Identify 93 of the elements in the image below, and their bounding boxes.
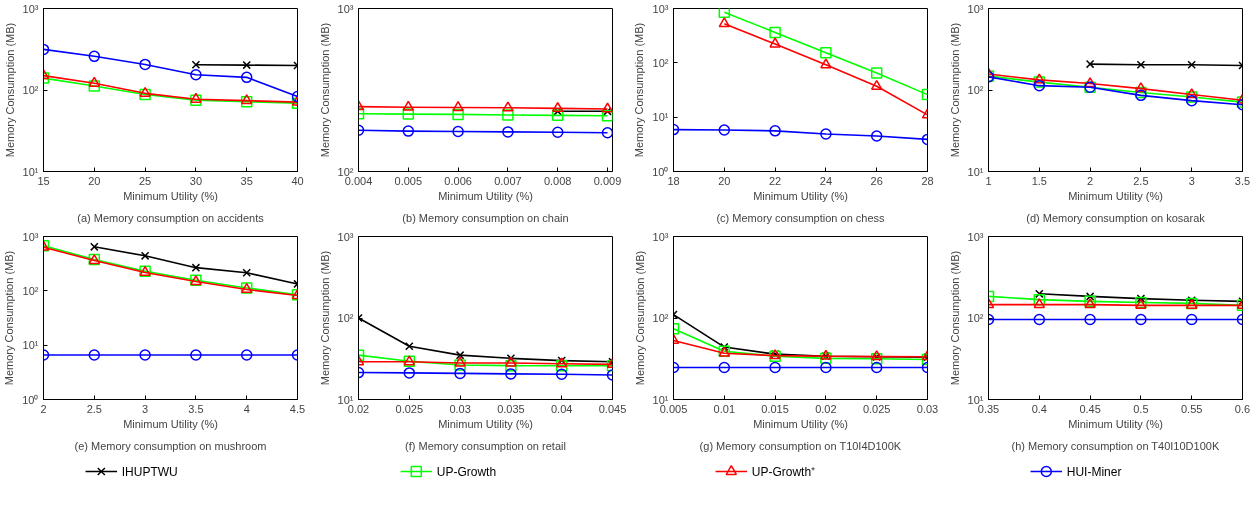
x-tick-label: 0.025 bbox=[862, 402, 891, 415]
legend-label: IHUPTWU bbox=[121, 464, 178, 479]
y-axis-title: Memory Consumption (MB) bbox=[318, 22, 331, 158]
y-tick-label: 10³ bbox=[967, 230, 984, 243]
x-axis-title: Minimum Utility (%) bbox=[753, 417, 848, 430]
x-tick-label: 35 bbox=[240, 174, 253, 187]
y-tick-label: 10² bbox=[652, 312, 669, 324]
x-tick-label: 20 bbox=[718, 174, 731, 187]
x-tick-label: 0.005 bbox=[394, 174, 423, 187]
x-tick-label: 30 bbox=[189, 174, 203, 187]
x-tick-label: 2.5 bbox=[86, 402, 102, 415]
x-tick-label: 2.5 bbox=[1133, 174, 1149, 187]
x-axis-title: Minimum Utility (%) bbox=[438, 417, 533, 430]
y-axis-title: Memory Consumption (MB) bbox=[948, 22, 961, 158]
x-tick-label: 0.02 bbox=[815, 402, 837, 415]
x-tick-label: 0.03 bbox=[916, 402, 939, 415]
x-tick-label: 2 bbox=[1087, 174, 1094, 187]
x-tick-label: 0.015 bbox=[761, 402, 789, 415]
y-axis-title: Memory Consumption (MB) bbox=[948, 250, 961, 386]
y-tick-label: 10¹ bbox=[22, 165, 39, 178]
y-axis-title: Memory Consumption (MB) bbox=[318, 250, 331, 386]
x-tick-label: 0.009 bbox=[593, 174, 622, 187]
text: (h) Memory consumption on T40I10D100K bbox=[1011, 439, 1220, 452]
x-axis-title: Minimum Utility (%) bbox=[438, 189, 533, 202]
y-tick-label: 10¹ bbox=[652, 111, 669, 124]
x-tick-label: 0.035 bbox=[497, 402, 525, 415]
y-tick-label: 10⁰ bbox=[22, 393, 39, 406]
y-tick-label: 10¹ bbox=[967, 165, 984, 178]
x-tick-label: 2 bbox=[40, 402, 47, 415]
x-tick-label: 28 bbox=[921, 174, 934, 187]
y-tick-label: 10³ bbox=[652, 2, 669, 15]
x-tick-label: 1.5 bbox=[1031, 174, 1047, 187]
y-tick-label: 10³ bbox=[337, 2, 354, 15]
x-axis-title: Minimum Utility (%) bbox=[123, 417, 218, 430]
y-tick-label: 10³ bbox=[967, 2, 984, 15]
y-axis-title: Memory Consumption (MB) bbox=[633, 250, 646, 386]
text: (a) Memory consumption on accidents bbox=[77, 211, 265, 224]
y-tick-label: 10¹ bbox=[22, 339, 39, 352]
x-axis-title: Minimum Utility (%) bbox=[1068, 417, 1163, 430]
y-tick-label: 10² bbox=[967, 312, 984, 324]
x-axis-title: Minimum Utility (%) bbox=[1068, 189, 1163, 202]
y-tick-label: 10² bbox=[652, 56, 669, 69]
y-axis-title: Memory Consumption (MB) bbox=[633, 22, 646, 158]
x-tick-label: 0.6 bbox=[1234, 402, 1251, 415]
x-tick-label: 0.025 bbox=[395, 402, 424, 415]
x-tick-label: 0.006 bbox=[444, 174, 472, 187]
y-tick-label: 10² bbox=[337, 312, 354, 324]
x-tick-label: 0.04 bbox=[551, 402, 573, 415]
x-tick-label: 1 bbox=[985, 174, 992, 187]
legend-label: UP-Growth bbox=[436, 464, 497, 479]
x-tick-label: 26 bbox=[870, 174, 883, 187]
x-tick-label: 0.4 bbox=[1031, 402, 1047, 415]
x-tick-label: 24 bbox=[819, 174, 833, 187]
y-axis-title: Memory Consumption (MB) bbox=[3, 22, 16, 158]
x-tick-label: 0.03 bbox=[449, 402, 471, 415]
y-tick-label: 10³ bbox=[337, 230, 354, 243]
text: (d) Memory consumption on kosarak bbox=[1026, 211, 1206, 224]
y-tick-label: 10² bbox=[22, 84, 39, 96]
x-tick-label: 15 bbox=[37, 174, 50, 187]
x-tick-label: 0.007 bbox=[494, 174, 522, 187]
x-tick-label: 0.55 bbox=[1181, 402, 1203, 415]
y-tick-label: 10³ bbox=[652, 230, 669, 243]
x-tick-label: 4.5 bbox=[289, 402, 306, 415]
x-axis-title: Minimum Utility (%) bbox=[123, 189, 218, 202]
x-tick-label: 22 bbox=[768, 174, 782, 187]
text: (f) Memory consumption on retail bbox=[405, 439, 566, 452]
x-tick-label: 20 bbox=[88, 174, 101, 187]
text: (b) Memory consumption on chain bbox=[402, 211, 569, 224]
x-tick-label: 0.01 bbox=[713, 402, 736, 415]
y-tick-label: 10³ bbox=[22, 230, 39, 243]
y-tick-label: 10² bbox=[967, 84, 984, 96]
x-tick-label: 0.008 bbox=[543, 174, 572, 187]
text: (g) Memory consumption on T10I4D100K bbox=[699, 439, 902, 452]
x-tick-label: 25 bbox=[138, 174, 152, 187]
x-tick-label: 3 bbox=[142, 402, 149, 415]
text: (e) Memory consumption on mushroom bbox=[74, 439, 267, 452]
x-tick-label: 18 bbox=[667, 174, 680, 187]
text: (c) Memory consumption on chess bbox=[716, 211, 886, 224]
y-tick-label: 10⁰ bbox=[652, 165, 669, 178]
x-tick-label: 4 bbox=[243, 402, 250, 415]
x-tick-label: 3.5 bbox=[1234, 174, 1251, 187]
y-axis-title: Memory Consumption (MB) bbox=[3, 250, 16, 386]
x-axis-title: Minimum Utility (%) bbox=[753, 189, 848, 202]
legend-label: UP-Growth⁺ bbox=[751, 464, 816, 479]
x-tick-label: 0.5 bbox=[1133, 402, 1149, 415]
legend-label: HUI-Miner bbox=[1066, 464, 1122, 479]
x-tick-label: 0.45 bbox=[1079, 402, 1101, 415]
x-tick-label: 0.045 bbox=[598, 402, 627, 415]
y-tick-label: 10² bbox=[22, 284, 39, 297]
y-tick-label: 10³ bbox=[22, 2, 39, 15]
x-tick-label: 40 bbox=[291, 174, 304, 187]
x-tick-label: 3.5 bbox=[188, 402, 204, 415]
x-tick-label: 3 bbox=[1188, 174, 1195, 187]
